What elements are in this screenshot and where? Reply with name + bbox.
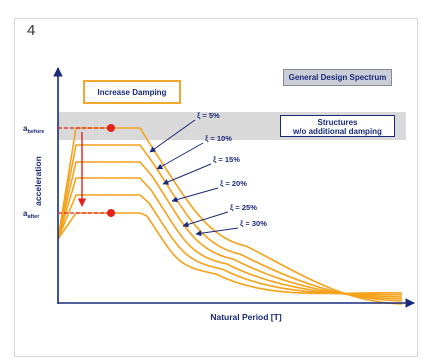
damping-pointer-4 <box>171 187 219 203</box>
structures-label: Structures w/o additional damping <box>280 115 395 137</box>
structures-label-line2: w/o additional damping <box>293 127 382 136</box>
panel-number: 4 <box>27 22 36 39</box>
damping-label-2: ξ = 10% <box>205 134 232 143</box>
before-point-marker <box>107 124 115 132</box>
damping-label-4: ξ = 20% <box>220 179 247 188</box>
damping-pointer-3 <box>162 163 212 185</box>
spectrum-curve-6 <box>57 212 403 295</box>
y-axis-label: acceleration <box>33 156 43 206</box>
after-point-marker <box>107 209 115 217</box>
x-axis-label: Natural Period [T] <box>210 312 281 322</box>
damping-label-1: ξ = 5% <box>197 111 220 120</box>
a-before-label: abefore <box>23 124 44 135</box>
damping-pointer-2 <box>156 142 204 170</box>
damping-label-5: ξ = 25% <box>230 203 257 212</box>
spectrum-curve-2 <box>57 144 403 302</box>
damping-pointer-6 <box>195 227 239 237</box>
damping-pointer-1 <box>149 119 196 153</box>
damping-labels: ξ = 5% ξ = 10% ξ = 15% ξ = 20% ξ = 25% ξ = 30… <box>149 111 267 237</box>
damping-pointer-5 <box>182 211 229 228</box>
damping-label-6: ξ = 30% <box>240 219 267 228</box>
spectrum-curve-4 <box>57 177 403 298</box>
increase-damping-label: Increase Damping <box>83 80 181 104</box>
a-after-label: aafter <box>23 209 40 220</box>
damping-label-3: ξ = 15% <box>213 155 240 164</box>
general-design-spectrum-label: General Design Spectrum <box>283 69 392 86</box>
structures-label-line1: Structures <box>317 118 358 127</box>
